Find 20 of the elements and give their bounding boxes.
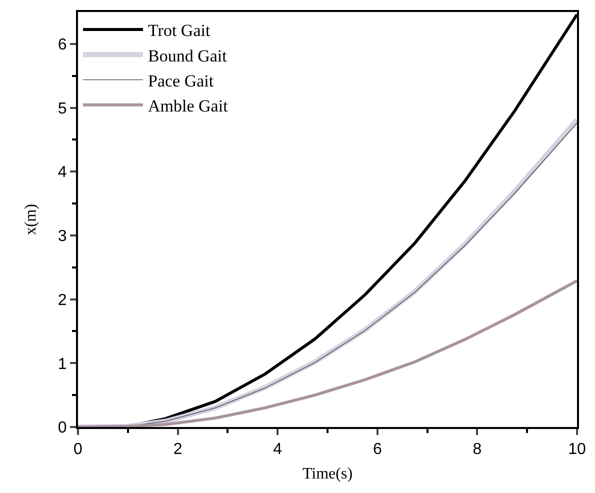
y-tick-label: 0 bbox=[58, 420, 67, 437]
x-axis-title: Time(s) bbox=[302, 465, 353, 482]
y-tick-label: 4 bbox=[58, 164, 67, 182]
legend-label: Trot Gait bbox=[148, 21, 210, 40]
y-tick-label: 3 bbox=[58, 228, 67, 246]
x-tick-label: 10 bbox=[568, 441, 586, 458]
x-tick-label: 6 bbox=[372, 441, 382, 458]
x-tick-label: 8 bbox=[472, 441, 482, 458]
y-tick-label: 2 bbox=[58, 292, 67, 309]
y-tick-label: 6 bbox=[58, 36, 67, 54]
x-tick-label: 2 bbox=[173, 441, 182, 458]
y-tick-label: 1 bbox=[58, 356, 67, 373]
legend-label: Amble Gait bbox=[148, 96, 228, 116]
x-tick-label: 0 bbox=[74, 441, 83, 458]
y-axis-title: x(m) bbox=[22, 204, 40, 236]
y-tick-label: 5 bbox=[58, 100, 67, 118]
legend-label: Bound Gait bbox=[148, 46, 228, 66]
x-tick-label: 4 bbox=[273, 441, 282, 458]
line-series bbox=[78, 279, 577, 427]
legend-label: Pace Gait bbox=[148, 71, 214, 90]
